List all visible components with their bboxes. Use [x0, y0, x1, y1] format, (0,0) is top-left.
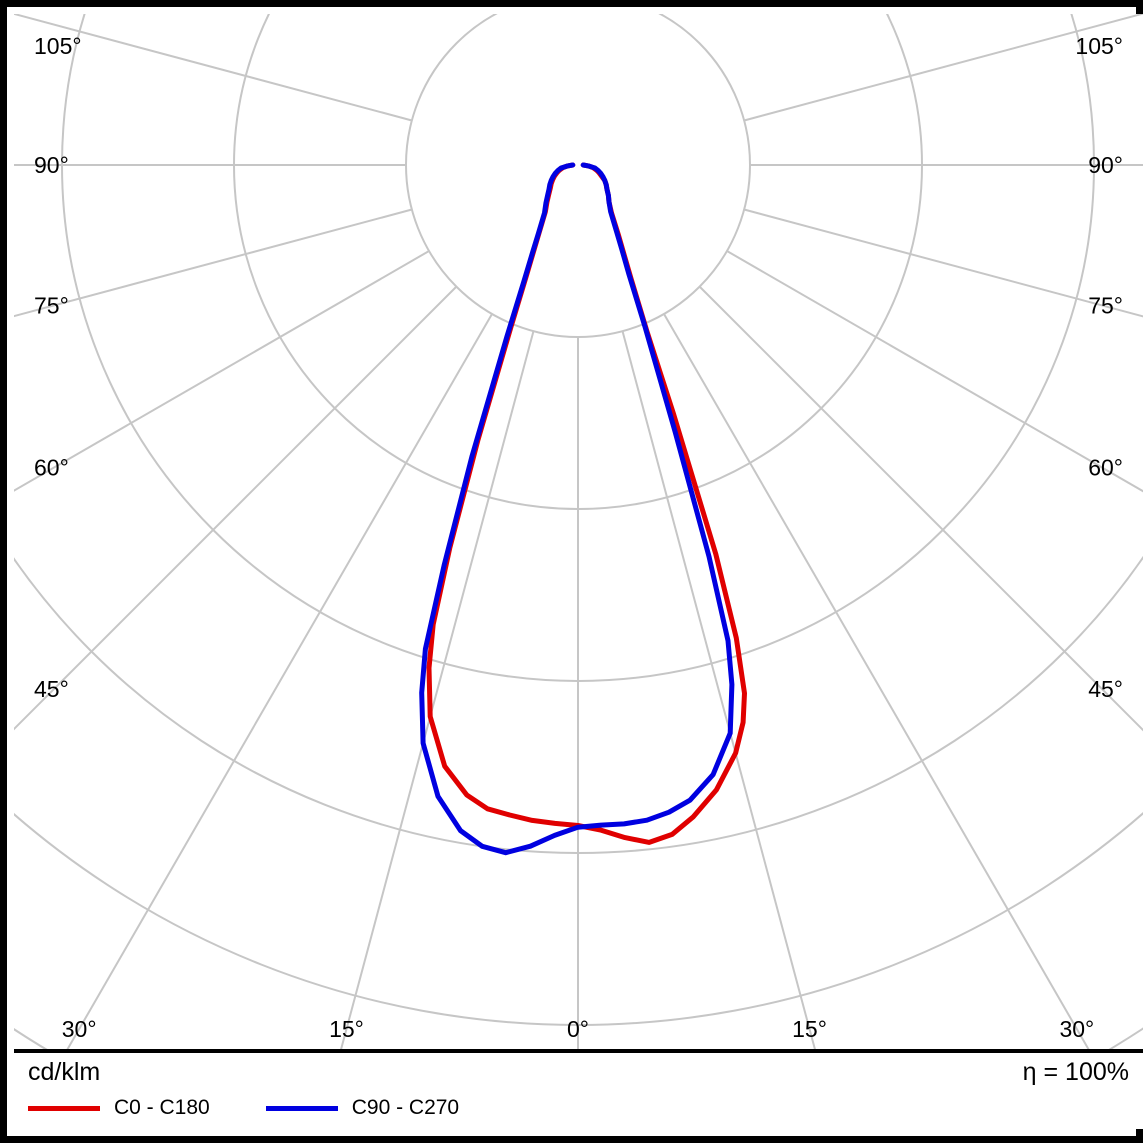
polar-grid-spoke [336, 330, 535, 1063]
legend-item-c0-c180: C0 - C180 [28, 1096, 210, 1120]
angle-tick-label: 0° [567, 1016, 589, 1042]
polar-grid-spoke [663, 313, 1098, 1063]
polar-grid-ring [405, 14, 751, 338]
polar-grid-spoke [14, 14, 413, 122]
c90-c270-line-swatch [265, 1105, 338, 1111]
angle-tick-label: 90° [34, 152, 69, 178]
polar-grid-spoke [14, 250, 430, 492]
angle-tick-label: 75° [1088, 292, 1123, 318]
polar-grid-spoke [58, 313, 493, 1063]
angle-tick-label: 60° [34, 455, 69, 481]
curve-c90-c270 [419, 162, 735, 856]
legend-items-row: C0 - C180 C90 - C270 [14, 1096, 1143, 1120]
angle-tick-label: 30° [62, 1016, 97, 1042]
polar-photometric-chart: 45° 45° 60° 60° 75° 75° 90° 90° 105° 105° 0° 15° 15°… [14, 14, 1143, 1063]
angle-tick-label: 45° [1088, 676, 1123, 702]
angle-tick-label: 30° [1059, 1016, 1094, 1042]
legend-item-label: C90 - C270 [351, 1096, 460, 1119]
legend: cd/klm η = 100% C0 - C180 C90 - C270 [14, 1049, 1143, 1129]
polar-grid-spoke [621, 330, 820, 1063]
polar-grid-spoke [14, 208, 413, 318]
polar-grid-spoke [743, 208, 1143, 318]
radial-unit-label: cd/klm [28, 1058, 101, 1086]
angle-tick-label: 90° [1088, 152, 1123, 178]
angle-tick-label: 105° [34, 33, 82, 59]
polar-grid-spoke [698, 285, 1143, 732]
angle-tick-label: 45° [34, 676, 69, 702]
angle-tick-label: 15° [792, 1016, 827, 1042]
angle-tick-label: 15° [329, 1016, 364, 1042]
polar-grid-spoke [743, 14, 1143, 122]
polar-grid-spoke [726, 250, 1143, 493]
efficiency-label: η = 100% [1022, 1058, 1129, 1086]
legend-item-label: C0 - C180 [114, 1096, 210, 1119]
polar-grid-spoke [14, 285, 458, 731]
legend-item-c90-c270: C90 - C270 [265, 1096, 460, 1120]
angle-tick-label: 60° [1088, 455, 1123, 481]
c0-c180-line-swatch [28, 1105, 100, 1111]
angle-tick-label: 105° [1075, 33, 1123, 59]
angle-tick-label: 75° [34, 292, 69, 318]
legend-top-row: cd/klm η = 100% [14, 1053, 1143, 1087]
